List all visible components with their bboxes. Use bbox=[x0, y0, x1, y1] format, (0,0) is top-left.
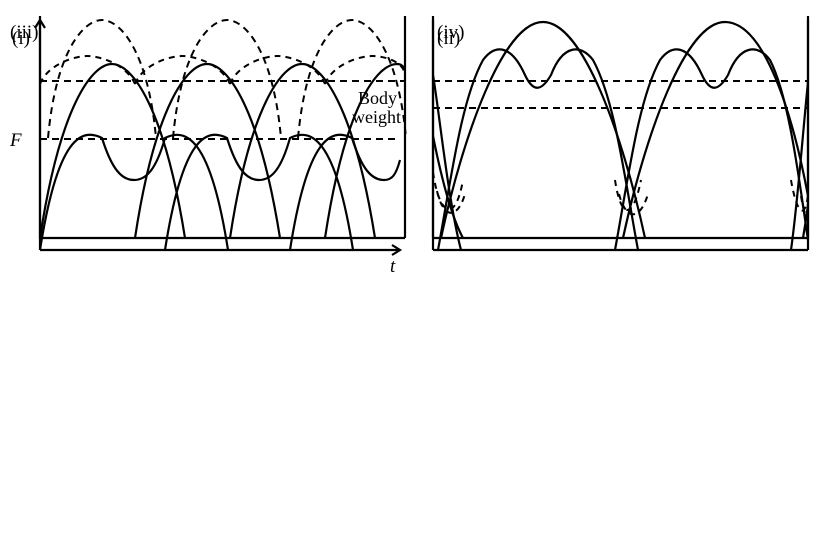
figure: (i) F t Body weight bbox=[10, 10, 815, 526]
panel-iv: (iv) bbox=[425, 10, 815, 246]
panel-iii: (iii) bbox=[10, 10, 410, 246]
panel-label-iv: (iv) bbox=[437, 22, 464, 44]
panel-iii-svg bbox=[10, 10, 410, 246]
panel-label-iii: (iii) bbox=[10, 22, 39, 44]
panel-iv-svg bbox=[425, 10, 815, 246]
axis-label-t: t bbox=[390, 256, 395, 278]
